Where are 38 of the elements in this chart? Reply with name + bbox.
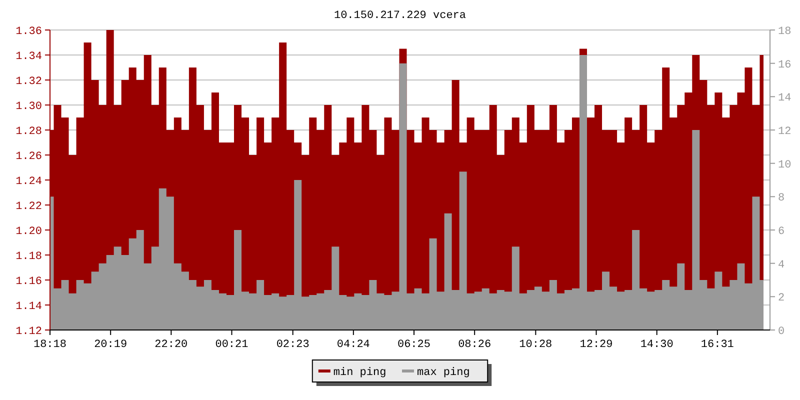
y2-tick-label: 2: [778, 292, 785, 305]
x-tick-label: 12:29: [580, 339, 613, 351]
y-tick-label: 1.32: [16, 76, 42, 88]
y2-tick-label: 6: [778, 226, 785, 238]
legend-label: max ping: [417, 367, 470, 379]
y-tick-label: 1.18: [16, 251, 42, 263]
y-tick-label: 1.34: [16, 51, 42, 63]
x-tick-label: 16:31: [700, 339, 734, 351]
y-tick-label: 1.22: [16, 201, 42, 213]
y2-tick-label: 10: [778, 159, 792, 172]
y2-tick-label: 12: [778, 126, 792, 138]
chart-title: 10.150.217.229 vcera: [334, 10, 466, 22]
y-tick-label: 1.24: [16, 176, 42, 188]
x-tick-label: 02:23: [276, 339, 310, 351]
x-tick-label: 20:19: [94, 339, 128, 351]
x-tick-label: 06:25: [398, 339, 431, 351]
legend-label: min ping: [333, 367, 386, 379]
y2-tick-label: 4: [778, 259, 785, 272]
y-tick-label: 1.16: [16, 276, 42, 288]
y-tick-label: 1.30: [16, 101, 42, 113]
x-tick-label: 08:26: [458, 339, 492, 351]
x-tick-label: 04:24: [336, 339, 370, 351]
x-tick-label: 14:30: [640, 339, 674, 351]
y-tick-label: 1.14: [16, 301, 42, 313]
x-tick-label: 10:28: [519, 339, 552, 351]
x-tick-label: 22:20: [154, 339, 188, 351]
y-tick-label: 1.28: [16, 126, 42, 138]
y2-tick-label: 8: [778, 192, 785, 205]
y-tick-label: 1.12: [16, 326, 42, 338]
y2-tick-label: 14: [778, 92, 792, 105]
y-tick-label: 1.26: [16, 151, 42, 163]
y2-tick-label: 0: [778, 326, 785, 338]
x-tick-label: 18:18: [33, 339, 67, 351]
y2-tick-label: 18: [778, 26, 792, 38]
y-tick-label: 1.36: [16, 26, 42, 38]
y-tick-label: 1.20: [16, 226, 42, 238]
y2-tick-label: 16: [778, 59, 792, 72]
x-tick-label: 00:21: [215, 339, 249, 351]
